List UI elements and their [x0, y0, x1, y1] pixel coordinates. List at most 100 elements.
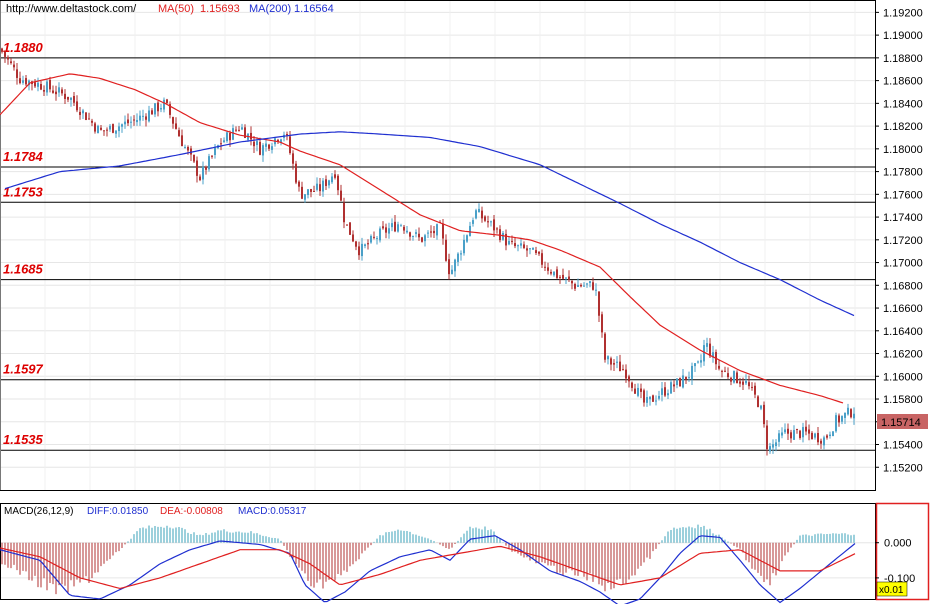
candle-body [703, 345, 705, 362]
y-tick-label: 1.18800 [883, 53, 923, 65]
macd-zoom-box[interactable] [876, 581, 908, 597]
candle-body [520, 243, 522, 246]
candle-body [307, 189, 309, 196]
candle-body [241, 127, 243, 130]
candle-body [271, 146, 273, 150]
candle-body [631, 382, 633, 388]
candle-body [658, 395, 660, 399]
candle-body [370, 235, 372, 243]
candle-body [496, 228, 498, 230]
candle-body [343, 202, 345, 223]
y-tick-label: 1.18000 [883, 144, 923, 156]
candle-body [67, 96, 69, 100]
candle-body [475, 210, 477, 219]
candle-body [73, 96, 75, 103]
candle-body [568, 276, 570, 280]
candle-body [745, 380, 747, 384]
candle-body [709, 343, 711, 357]
candle-body [673, 384, 675, 387]
candle-body [205, 166, 207, 170]
candle-body [46, 81, 48, 93]
candle-body [94, 123, 96, 132]
candle-body [823, 437, 825, 446]
candle-body [469, 225, 471, 237]
candle-body [595, 289, 597, 291]
candle-body [160, 108, 162, 110]
y-tick-label: 1.16600 [883, 303, 923, 315]
candle-body [829, 434, 831, 437]
candle-body [226, 132, 228, 142]
candle-body [379, 228, 381, 241]
candle-body [460, 253, 462, 255]
candle-body [625, 369, 627, 379]
candle-body [493, 219, 495, 231]
candle-body [346, 224, 348, 226]
price-gridlines [0, 1, 875, 490]
candle-body [118, 126, 120, 132]
candle-body [721, 370, 723, 372]
candle-body [295, 163, 297, 183]
candle-body [397, 224, 399, 232]
candle-body [577, 285, 579, 287]
candle-body [817, 433, 819, 443]
price-axis: 1.19200 1.19000 1.18800 1.18600 1.18400 1.182… [875, 7, 923, 474]
y-tick-label: 1.15800 [883, 394, 923, 406]
level-label: 1.1753 [3, 184, 44, 199]
candle-body [304, 194, 306, 200]
candle-body [103, 130, 105, 132]
candle-body [433, 230, 435, 234]
candle-body [778, 433, 780, 442]
candle-body [820, 440, 822, 444]
candle-body [700, 360, 702, 363]
candle-body [145, 116, 147, 120]
candle-body [259, 141, 261, 155]
candle-body [373, 236, 375, 238]
candle-body [163, 99, 165, 110]
candle-body [16, 69, 18, 78]
candle-body [751, 386, 753, 388]
candle-body [463, 239, 465, 254]
candle-body [682, 375, 684, 388]
candle-body [64, 93, 66, 99]
candle-body [49, 79, 51, 90]
candle-body [430, 231, 432, 233]
candle-body [316, 183, 318, 190]
candle-body [448, 259, 450, 275]
candlesticks [1, 47, 855, 456]
candle-body [148, 110, 150, 122]
candle-body [502, 233, 504, 240]
candle-body [706, 343, 708, 347]
candle-body [85, 112, 87, 121]
candle-body [367, 243, 369, 245]
candle-body [196, 160, 198, 176]
candle-body [754, 385, 756, 395]
candle-body [394, 221, 396, 232]
candle-body [250, 132, 252, 140]
y-tick-label: 1.16400 [883, 326, 923, 338]
candle-body [229, 132, 231, 141]
ma200-label: MA(200) [249, 3, 291, 15]
candle-body [133, 119, 135, 121]
candle-body [376, 238, 378, 240]
candle-body [466, 235, 468, 242]
candle-body [598, 291, 600, 316]
candle-body [619, 361, 621, 372]
candle-body [193, 154, 195, 162]
candle-body [121, 124, 123, 127]
candle-body [736, 372, 738, 384]
candle-body [424, 235, 426, 242]
candle-body [484, 216, 486, 221]
candle-body [220, 143, 222, 145]
candle-body [52, 90, 54, 93]
candle-body [757, 396, 759, 407]
candle-body [10, 61, 12, 64]
candle-body [607, 356, 609, 360]
candle-body [100, 127, 102, 130]
candle-body [292, 153, 294, 164]
candle-body [838, 415, 840, 423]
ma200-value: 1.16564 [294, 3, 334, 15]
y-tick-label: 1.19200 [883, 7, 923, 19]
candle-body [814, 433, 816, 438]
candle-body [409, 232, 411, 237]
candle-body [802, 427, 804, 438]
